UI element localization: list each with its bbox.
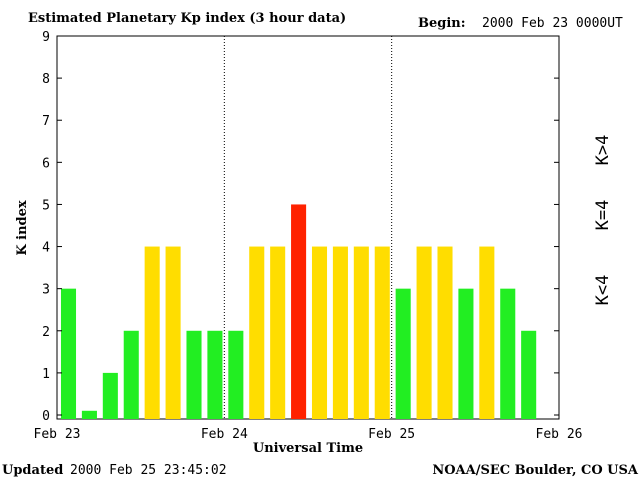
x-axis-label: Universal Time: [253, 441, 363, 456]
kp-bar: [311, 246, 328, 419]
kp-bar: [60, 288, 77, 419]
kp-bar: [207, 330, 223, 419]
kp-bar: [395, 288, 411, 419]
kp-bar: [291, 204, 307, 419]
kp-bar: [228, 330, 244, 419]
x-tick-label: Feb 25: [368, 427, 415, 442]
kp-bar: [165, 246, 181, 419]
plot-frame: [56, 35, 560, 420]
y-tick-label: 6: [42, 156, 50, 171]
kp-bar: [416, 246, 432, 419]
y-tick-label: 9: [42, 30, 50, 45]
updated-value: 2000 Feb 25 23:45:02: [70, 463, 227, 478]
updated-label: Updated: [2, 463, 63, 478]
kp-bar: [479, 246, 495, 419]
kp-bar: [521, 330, 537, 419]
x-tick-label: Feb 24: [201, 427, 248, 442]
legend-equal: K=4: [593, 200, 613, 231]
footer-source: NOAA/SEC Boulder, CO USA: [432, 463, 639, 478]
x-tick-label: Feb 26: [536, 427, 583, 442]
x-tick-label: Feb 23: [34, 427, 81, 442]
y-tick-label: 5: [42, 198, 50, 213]
kp-bar: [500, 288, 516, 419]
kp-bar: [81, 410, 97, 419]
chart-title: Estimated Planetary Kp index (3 hour dat…: [28, 11, 346, 26]
y-tick-label: 0: [42, 409, 50, 424]
begin-label: Begin:: [418, 16, 466, 31]
kp-bar: [353, 246, 369, 419]
kp-bar: [332, 246, 348, 419]
y-tick-label: 3: [42, 283, 50, 298]
day-dividers: [223, 36, 393, 419]
y-tick-label: 4: [42, 241, 50, 256]
kp-bar: [437, 246, 453, 419]
begin-value: 2000 Feb 23 0000UT: [482, 16, 623, 31]
y-axis-ticks: 0 1 2 3 4 5 6 7 8 9: [42, 30, 559, 424]
kp-bar: [123, 330, 139, 419]
kp-bar: [249, 246, 265, 419]
kp-bar: [374, 246, 390, 419]
legend-low: K<4: [593, 275, 613, 306]
kp-bar: [102, 372, 118, 419]
y-tick-label: 7: [42, 114, 50, 129]
y-tick-label: 1: [42, 367, 50, 382]
kp-bar: [144, 246, 160, 419]
kp-bar: [458, 288, 474, 419]
kp-bar: [270, 246, 286, 419]
y-axis-label: K index: [15, 200, 30, 256]
x-axis-ticks: Feb 23 Feb 24 Feb 25 Feb 26: [34, 427, 583, 442]
bar-series: [60, 204, 537, 419]
kp-bar: [186, 330, 202, 419]
y-tick-label: 8: [42, 72, 50, 87]
y-tick-label: 2: [42, 325, 50, 340]
legend-high: K>4: [593, 135, 613, 166]
